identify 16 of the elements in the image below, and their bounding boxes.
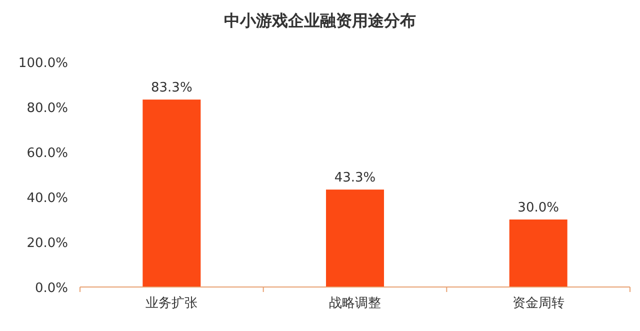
- y-tick-label: 40.0%: [26, 191, 68, 206]
- y-tick-label: 80.0%: [26, 101, 68, 116]
- x-tick-label: 战略调整: [329, 296, 381, 311]
- bar: [509, 220, 568, 287]
- y-tick-label: 60.0%: [26, 146, 68, 161]
- y-tick-label: 0.0%: [34, 281, 68, 296]
- chart-title: 中小游戏企业融资用途分布: [224, 11, 416, 30]
- data-label: 43.3%: [334, 170, 376, 186]
- bar: [142, 100, 201, 287]
- y-tick-label: 20.0%: [26, 236, 68, 251]
- data-label: 83.3%: [151, 80, 192, 96]
- data-label: 30.0%: [518, 200, 559, 216]
- x-tick-label: 业务扩张: [146, 296, 198, 311]
- bar: [326, 190, 384, 287]
- y-tick-label: 100.0%: [18, 56, 68, 71]
- x-tick-label: 资金周转: [512, 296, 564, 311]
